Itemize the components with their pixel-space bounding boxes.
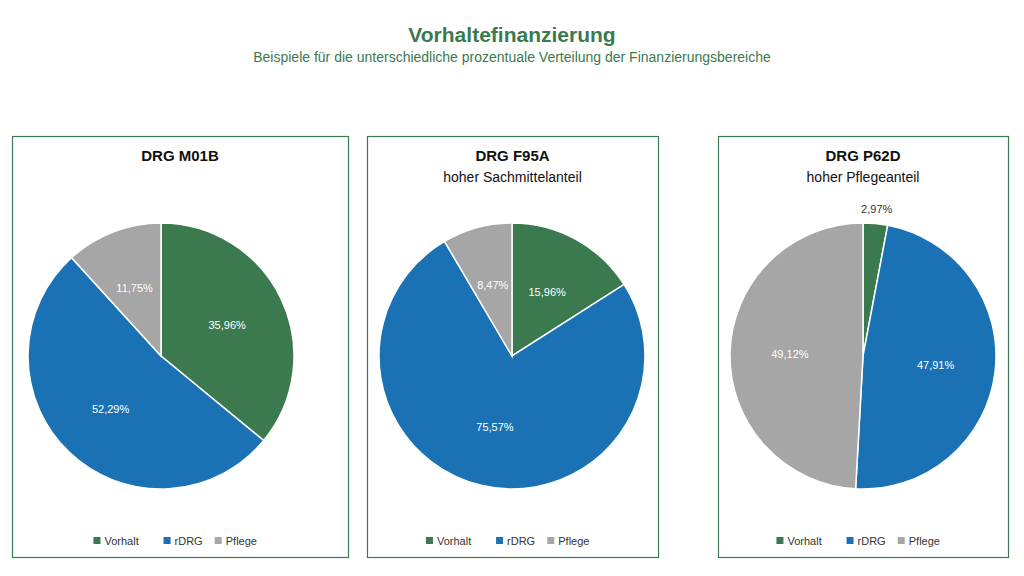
- legend-label: rDRG: [507, 535, 535, 547]
- legend-swatch: [164, 537, 171, 544]
- data-label: 8,47%: [477, 279, 508, 291]
- panel-frame: [368, 137, 659, 558]
- legend-label: Vorhalt: [104, 535, 138, 547]
- data-label: 2,97%: [861, 203, 892, 215]
- chart-subtitle: hoher Sachmittelanteil: [443, 169, 582, 185]
- data-label: 47,91%: [917, 359, 955, 371]
- chart-panel: DRG M01B 35,96% 52,29% 11,75% Vorhalt rDRG Pfl…: [13, 137, 349, 558]
- legend-label: rDRG: [175, 535, 203, 547]
- chart-subtitle: hoher Pflegeanteil: [807, 169, 920, 185]
- data-label: 75,57%: [476, 421, 514, 433]
- data-labels: 2,97% 47,91% 49,12%: [771, 203, 954, 370]
- chart-panel: DRG F95A hoher Sachmittelanteil 15,96% 75,5…: [368, 137, 659, 558]
- legend-label: Pflege: [909, 535, 940, 547]
- legend-swatch: [898, 537, 905, 544]
- data-label: 15,96%: [529, 286, 567, 298]
- legend-swatch: [426, 537, 433, 544]
- pie-slice: [730, 223, 863, 489]
- legend-label: Pflege: [558, 535, 589, 547]
- page: Vorhaltefinanzierung Beispiele für die un…: [0, 0, 1024, 576]
- pie-slice: [28, 258, 264, 489]
- pie-slice: [71, 223, 161, 356]
- pie-slice: [856, 225, 996, 489]
- data-label: 52,29%: [92, 403, 130, 415]
- data-label: 11,75%: [116, 282, 153, 294]
- legend-label: Vorhalt: [787, 535, 821, 547]
- data-labels: 15,96% 75,57% 8,47%: [476, 279, 566, 433]
- data-labels: 35,96% 52,29% 11,75%: [92, 282, 246, 415]
- chart-title: DRG F95A: [475, 147, 549, 164]
- pie-slice: [445, 223, 512, 356]
- page-title: Vorhaltefinanzierung: [408, 23, 615, 46]
- legend-label: Pflege: [226, 535, 257, 547]
- pie: [730, 223, 996, 489]
- chart-panel: DRG P62D hoher Pflegeanteil 2,97% 47,91% 49,…: [719, 137, 1009, 558]
- legend-swatch: [496, 537, 503, 544]
- data-label: 49,12%: [771, 348, 809, 360]
- legend-label: rDRG: [858, 535, 886, 547]
- legend-label: Vorhalt: [437, 535, 471, 547]
- chart-title: DRG P62D: [825, 147, 900, 164]
- legend-swatch: [93, 537, 100, 544]
- panel-frame: [13, 137, 349, 558]
- page-subtitle: Beispiele für die unterschiedliche proze…: [253, 49, 771, 65]
- legend: Vorhalt rDRG Pflege: [426, 535, 590, 547]
- legend: Vorhalt rDRG Pflege: [93, 535, 257, 547]
- legend-swatch: [847, 537, 854, 544]
- chart-title: DRG M01B: [141, 147, 219, 164]
- data-label: 35,96%: [208, 319, 246, 331]
- legend: Vorhalt rDRG Pflege: [776, 535, 940, 547]
- legend-swatch: [547, 537, 554, 544]
- legend-swatch: [776, 537, 783, 544]
- pie: [28, 223, 294, 489]
- panel-frame: [719, 137, 1009, 558]
- legend-swatch: [215, 537, 222, 544]
- pie: [379, 223, 645, 489]
